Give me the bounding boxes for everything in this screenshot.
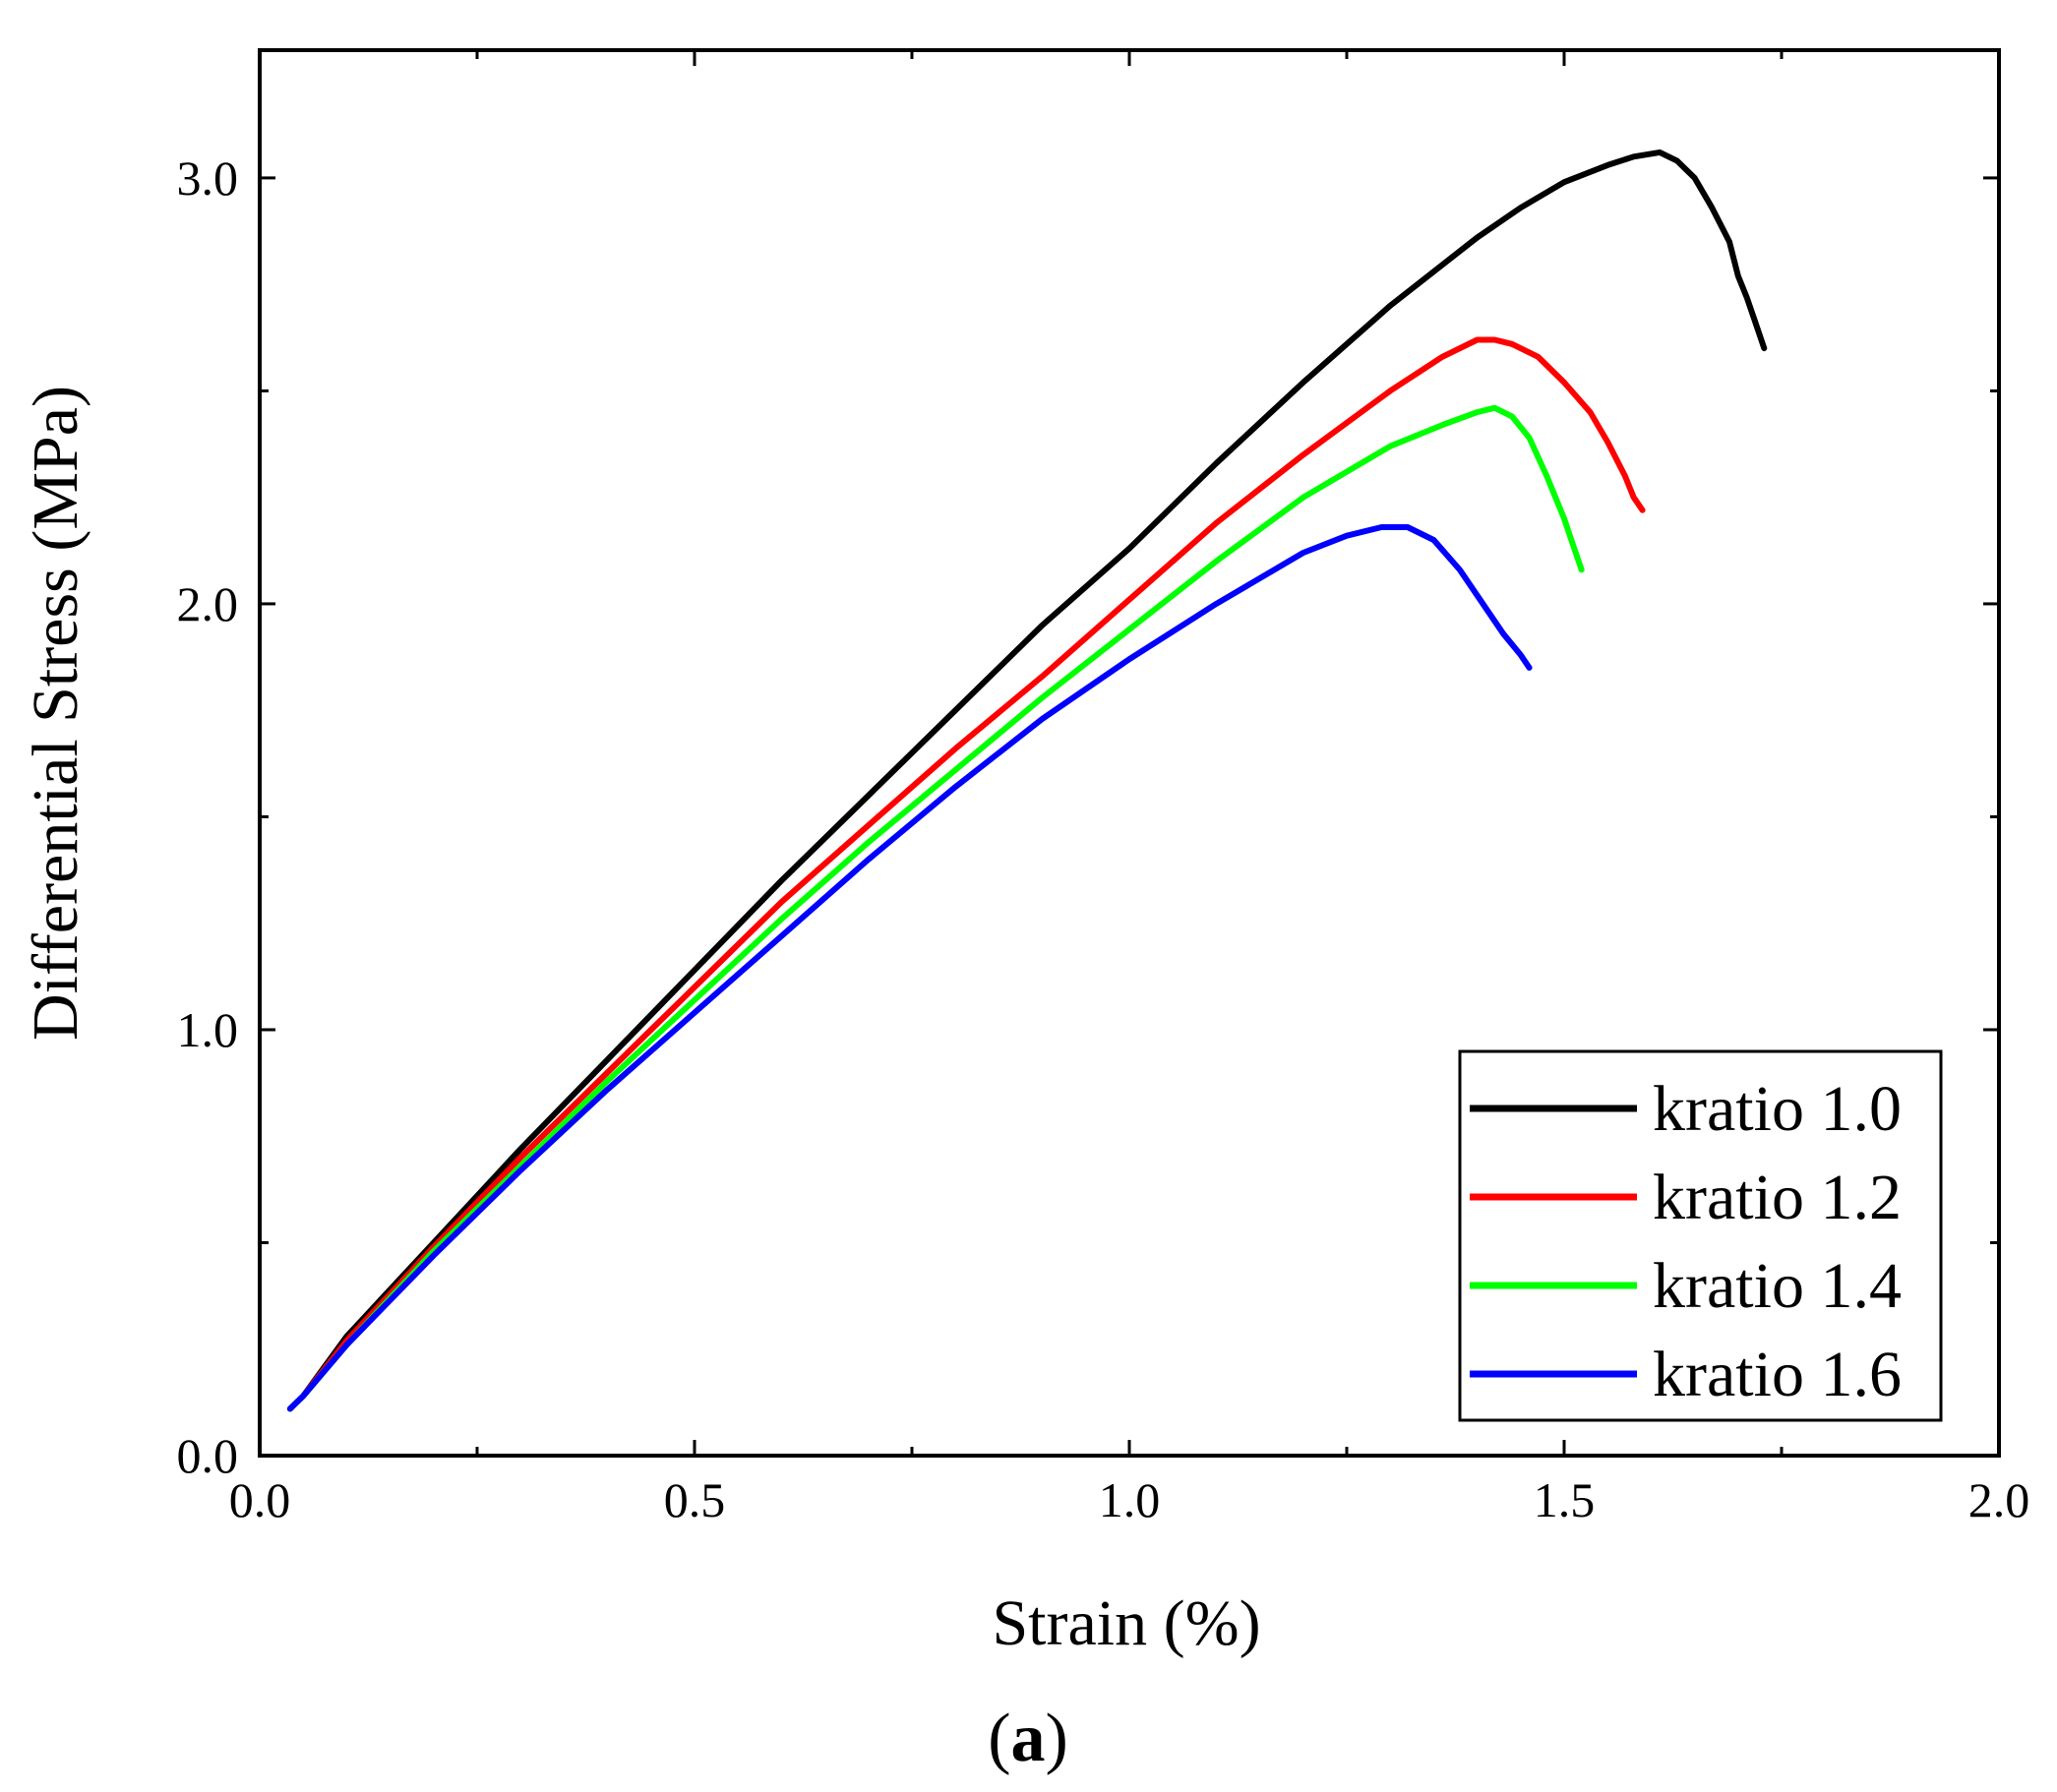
x-axis-title: Strain (%): [992, 1587, 1260, 1659]
axis-ticks: [258, 50, 2001, 1458]
caption-open-paren: (: [988, 1701, 1010, 1776]
tick-labels: 0.0 0.5 1.0 1.5 2.0 0.0 1.0 2.0 3.0: [177, 150, 2030, 1527]
x-tick-label-2: 1.0: [1099, 1472, 1161, 1527]
series-line-3: [286, 404, 1585, 1412]
legend: kratio 1.0 kratio 1.2 kratio 1.4 kratio 1.6: [1458, 1049, 1943, 1422]
figure-caption: (a): [988, 1701, 1068, 1776]
x-tick-label-4: 2.0: [1968, 1472, 2030, 1527]
caption-close-paren: ): [1046, 1701, 1068, 1776]
legend-label-1: kratio 1.0: [1653, 1073, 1902, 1145]
legend-label-3: kratio 1.4: [1653, 1250, 1902, 1322]
x-tick-label-0: 0.0: [229, 1472, 291, 1527]
legend-box: [1458, 1049, 1943, 1422]
series-line-2: [286, 336, 1646, 1412]
x-tick-label-1: 0.5: [664, 1472, 726, 1527]
y-tick-label-3: 3.0: [177, 150, 239, 206]
legend-label-2: kratio 1.2: [1653, 1162, 1902, 1233]
series-line-4: [286, 524, 1533, 1412]
series-line-1: [286, 149, 1768, 1412]
y-tick-label-0: 0.0: [177, 1428, 239, 1483]
series-lines: [286, 149, 1768, 1412]
y-tick-label-2: 2.0: [177, 576, 239, 631]
y-tick-label-1: 1.0: [177, 1002, 239, 1057]
x-tick-label-3: 1.5: [1534, 1472, 1596, 1527]
legend-label-4: kratio 1.6: [1653, 1339, 1902, 1410]
caption-letter: a: [1011, 1701, 1046, 1776]
y-axis-title: Differential Stress (MPa): [20, 386, 91, 1041]
